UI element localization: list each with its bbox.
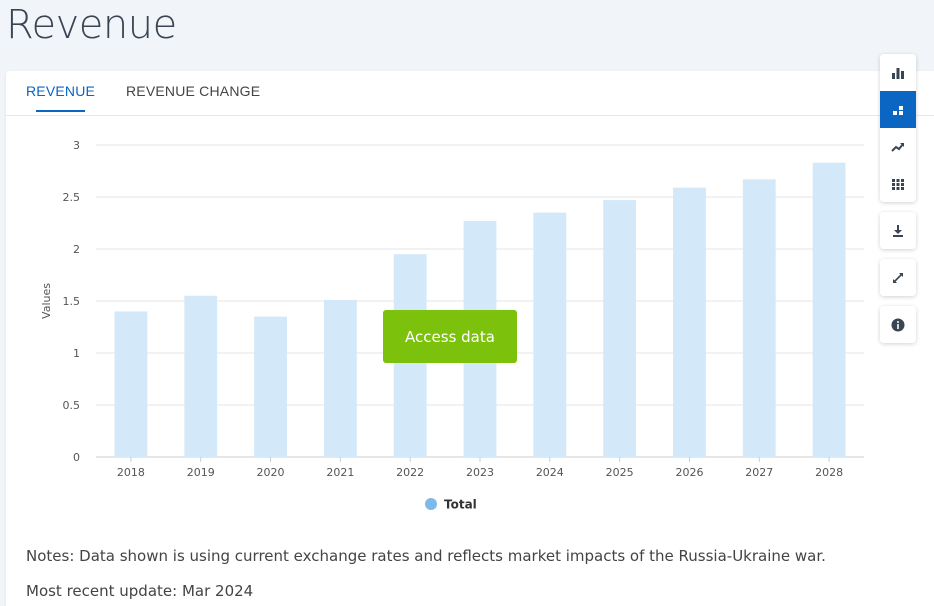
x-tick-label: 2023 [466, 466, 494, 479]
legend-dot [425, 498, 437, 510]
x-tick-label: 2018 [117, 466, 145, 479]
page-title: Revenue [6, 2, 177, 48]
y-tick-label: 0.5 [63, 399, 81, 412]
bar-chart-icon [892, 67, 904, 79]
bar-2024 [533, 212, 567, 457]
y-tick-label: 3 [73, 139, 80, 152]
x-tick-label: 2028 [815, 466, 843, 479]
bar-2019 [184, 295, 218, 457]
y-tick-label: 1 [73, 347, 80, 360]
legend-label: Total [444, 498, 477, 512]
revenue-bar-chart: 0 0.5 1 1.5 2 2.5 3 Values 2018 2019 2020 2021 2022 2… [40, 139, 864, 512]
info-icon [891, 318, 905, 331]
stacked-bar-button[interactable] [880, 91, 916, 128]
y-tick-label: 2 [73, 243, 80, 256]
last-update: Most recent update: Mar 2024 [26, 582, 254, 600]
download-group [880, 212, 916, 249]
x-tick-label: 2026 [675, 466, 703, 479]
table-grid-icon [892, 178, 904, 190]
x-tick-label: 2025 [606, 466, 634, 479]
trend-line-button[interactable] [880, 128, 916, 165]
chart-card: REVENUE REVENUE CHANGE 0 0.5 1 1.5 2 2.5 3 Valu… [6, 71, 934, 606]
bar-2027 [742, 179, 776, 457]
info-button[interactable] [880, 306, 916, 343]
y-axis-title: Values [40, 283, 53, 319]
y-tick-label: 2.5 [63, 191, 81, 204]
expand-icon [893, 272, 903, 283]
bar-2028 [812, 162, 846, 457]
access-data-button[interactable]: Access data [383, 310, 517, 363]
chart-notes: Notes: Data shown is using current excha… [26, 547, 826, 565]
trend-line-icon [891, 142, 904, 152]
expand-group [880, 259, 916, 296]
x-tick-label: 2024 [536, 466, 564, 479]
bar-2020 [254, 316, 287, 457]
stacked-bar-icon [893, 105, 903, 115]
download-icon [893, 224, 903, 237]
bar-2021 [323, 299, 357, 457]
x-tick-label: 2022 [396, 466, 424, 479]
tab-revenue-change[interactable]: REVENUE CHANGE [126, 83, 261, 99]
bar-2025 [603, 200, 637, 457]
chart-type-group [880, 54, 916, 202]
y-tick-label: 1.5 [63, 295, 81, 308]
x-tick-label: 2021 [326, 466, 354, 479]
download-button[interactable] [880, 212, 916, 249]
tab-bar: REVENUE REVENUE CHANGE [6, 71, 934, 116]
chart-toolbar [880, 54, 916, 353]
table-view-button[interactable] [880, 165, 916, 202]
bar-2026 [673, 187, 706, 457]
tab-revenue[interactable]: REVENUE [26, 83, 95, 112]
bar-chart-button[interactable] [880, 54, 916, 91]
info-group [880, 306, 916, 343]
bar-2018 [114, 311, 148, 457]
x-tick-label: 2027 [745, 466, 773, 479]
x-tick-label: 2020 [257, 466, 285, 479]
y-tick-label: 0 [73, 451, 80, 464]
x-tick-label: 2019 [187, 466, 215, 479]
fullscreen-button[interactable] [880, 259, 916, 296]
